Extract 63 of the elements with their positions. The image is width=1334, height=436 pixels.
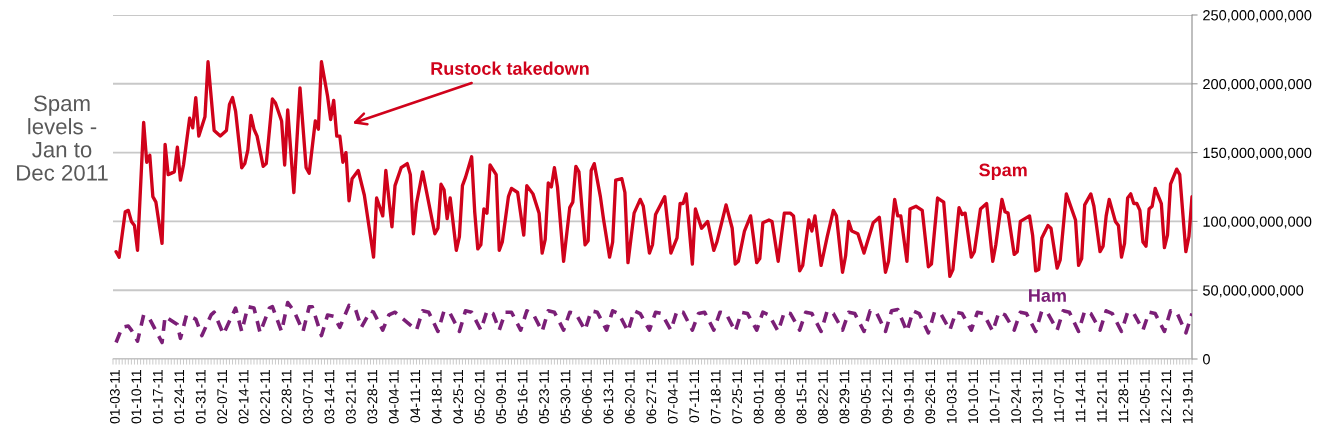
x-tick-label: 07-04-11	[667, 370, 678, 424]
x-tick-label: 07-25-11	[732, 370, 743, 424]
x-tick-label: 09-26-11	[925, 370, 936, 424]
x-tick-label: 11-14-11	[1075, 370, 1086, 422]
annotation: Rustock takedown	[431, 61, 589, 75]
x-tick-label: 01-03-11	[109, 370, 120, 424]
x-tick-label: 03-07-11	[303, 370, 313, 424]
x-tick-label: 10-31-11	[1032, 370, 1043, 423]
x-tick-label: 04-04-11	[388, 370, 399, 424]
x-tick-label: 12-12-11	[1161, 370, 1172, 423]
x-tick-label: 08-22-11	[818, 370, 828, 424]
x-tick-label: 02-07-11	[217, 370, 228, 424]
x-tick-label: 09-05-11	[860, 370, 871, 424]
text: Spam levels - Jan to Dec 2011	[17, 95, 108, 181]
x-tick-label: 10-03-11	[946, 370, 957, 423]
series-label: Ham	[1029, 289, 1066, 302]
x-tick-label: 12-19-11	[1182, 370, 1193, 423]
y-tick-label: 0	[1202, 354, 1210, 365]
x-tick-label: 08-29-11	[839, 370, 850, 424]
x-tick-label: 02-14-11	[238, 370, 249, 424]
x-tick-label: 05-16-11	[517, 370, 528, 424]
x-tick-label: 03-14-11	[324, 370, 335, 424]
x-tick-label: 05-02-11	[474, 370, 485, 424]
y-tick-label: 150,000,000,000	[1203, 147, 1312, 160]
y-tick-label: 200,000,000,000	[1203, 78, 1312, 91]
x-tick-label: 10-24-11	[1011, 370, 1021, 423]
line-series	[114, 300, 1192, 345]
y-tick-label: 100,000,000,000	[1203, 216, 1312, 229]
x-tick-label: 11-28-11	[1118, 370, 1129, 422]
x-tick-label: 04-18-11	[431, 370, 442, 424]
x-tick-label: 01-24-11	[174, 370, 185, 424]
y-tick-label: 50,000,000,000	[1203, 285, 1304, 298]
x-tick-label: 01-31-11	[195, 370, 206, 424]
x-tick-label: 05-23-11	[539, 370, 549, 424]
x-tick-label: 11-07-11	[1054, 370, 1064, 422]
y-tick-label: 250,000,000,000	[1203, 10, 1312, 23]
x-tick-label: 02-28-11	[281, 370, 292, 424]
x-tick-label: 08-08-11	[775, 370, 785, 424]
x-tick-label: 12-05-11	[1139, 370, 1150, 423]
x-tick-label: 10-10-11	[968, 370, 979, 423]
x-tick-label: 06-13-11	[603, 370, 614, 424]
x-tick-label: 06-20-11	[624, 370, 635, 424]
x-tick-label: 09-19-11	[903, 370, 914, 424]
x-tick-label: 05-09-11	[496, 370, 507, 424]
x-tick-label: 09-12-11	[882, 370, 893, 424]
x-tick-label: 10-17-11	[989, 370, 1000, 423]
x-tick-label: 06-06-11	[582, 370, 592, 424]
series-label: Spam	[979, 163, 1027, 180]
x-tick-label: 03-28-11	[367, 370, 378, 424]
x-tick-label: 04-11-11	[410, 370, 421, 423]
line-series	[114, 60, 1192, 279]
x-tick-label: 07-18-11	[710, 370, 721, 424]
x-tick-label: 05-30-11	[560, 370, 571, 424]
x-tick-label: 02-21-11	[260, 370, 270, 424]
x-tick-label: 01-10-11	[131, 370, 142, 424]
x-tick-label: 08-01-11	[753, 370, 764, 424]
x-tick-label: 08-15-11	[796, 370, 807, 424]
x-tick-label: 07-11-11	[689, 370, 700, 423]
x-tick-label: 11-21-11	[1097, 370, 1107, 422]
x-tick-label: 03-21-11	[345, 370, 356, 424]
x-tick-label: 04-25-11	[453, 370, 464, 424]
x-tick-label: 06-27-11	[646, 370, 657, 424]
x-tick-label: 01-17-11	[152, 370, 163, 424]
